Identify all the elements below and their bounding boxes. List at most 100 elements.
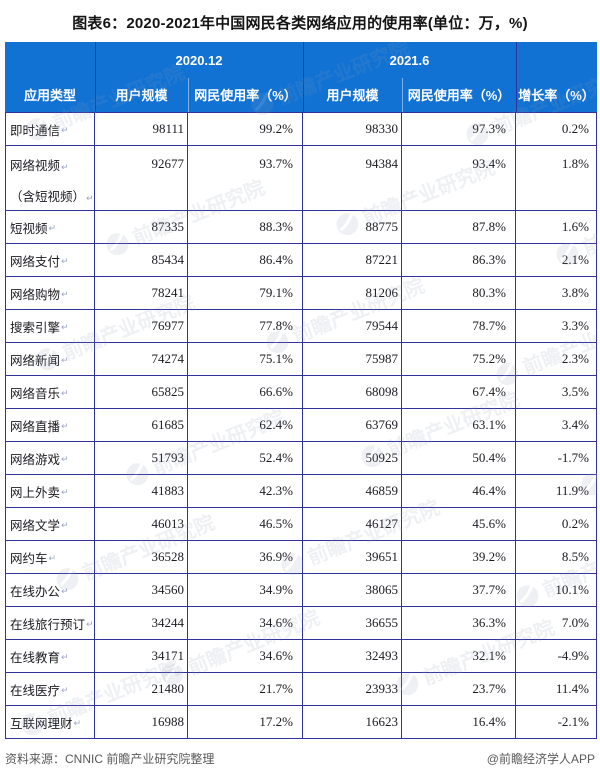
usage-rate-2021-cell: 39.2%	[402, 541, 516, 573]
paragraph-mark: ↵	[86, 194, 94, 204]
user-scale-2020-cell: 34560	[95, 574, 188, 606]
growth-rate-cell: 11.4%	[555, 681, 589, 696]
usage-rate-2021-cell: 36.3%	[402, 607, 516, 639]
paragraph-mark: ↵	[61, 521, 69, 531]
app-type-label: 网络文学	[10, 518, 61, 533]
user-scale-2021-cell: 75987	[303, 343, 402, 375]
user-scale-2020-cell: 85434	[95, 244, 188, 276]
user-scale-2020-cell: 51793	[95, 442, 188, 474]
growth-rate-cell: 1.8%	[561, 156, 589, 171]
table-row: 短视频 ↵ 87335 88.3% 88775 87.8% 1.6%	[6, 211, 596, 244]
paragraph-mark: ↵	[61, 422, 69, 432]
app-type-label: 网络支付	[10, 254, 61, 269]
user-scale-2020-cell: 34171	[95, 640, 188, 672]
app-type-cell: 即时通信 ↵	[6, 113, 95, 145]
usage-rate-2020-cell: 66.6%	[188, 376, 303, 408]
paragraph-mark: ↵	[61, 389, 69, 399]
usage-rate-2020-cell: 79.1%	[188, 277, 303, 309]
user-scale-2020-cell: 65825	[95, 376, 188, 408]
user-scale-2020-cell: 87335	[95, 211, 188, 243]
app-type-cell: 网络新闻 ↵	[6, 343, 95, 375]
user-scale-2021-cell: 81206	[303, 277, 402, 309]
column-header-usage-rate-2020: 网民使用率（%）	[194, 88, 297, 103]
user-scale-2021-cell: 38065	[303, 574, 402, 606]
header-divider	[95, 42, 96, 112]
table-row: 网络新闻 ↵ 74274 75.1% 75987 75.2% 2.3%	[6, 343, 596, 376]
header-top-right-empty	[516, 42, 597, 78]
usage-rate-2020-cell: 93.7%	[188, 146, 303, 210]
usage-rate-2020-cell: 88.3%	[188, 211, 303, 243]
user-scale-2020-cell: 36528	[95, 541, 188, 573]
table-row: 互联网理财 ↵ 16988 17.2% 16623 16.4% -2.1%	[6, 706, 596, 739]
user-scale-2020-cell: 16988	[95, 706, 188, 738]
growth-rate-cell: -2.1%	[557, 714, 589, 729]
usage-rate-2021-cell: 50.4%	[402, 442, 516, 474]
usage-rate-2021-cell: 16.4%	[402, 706, 516, 738]
header-subdivider	[402, 78, 403, 112]
app-type-cell: 网络文学 ↵	[6, 508, 95, 540]
app-type-cell: 在线教育 ↵	[6, 640, 95, 672]
header-subdivider	[188, 78, 189, 112]
app-type-label: 在线医疗	[10, 683, 61, 698]
column-header-user-scale-2020: 用户规模	[115, 88, 168, 103]
growth-rate-cell: 3.8%	[561, 285, 589, 300]
usage-rate-2020-cell: 75.1%	[188, 343, 303, 375]
table-row: 网上外卖 ↵ 41883 42.3% 46859 46.4% 11.9%	[6, 475, 596, 508]
paragraph-mark: ↵	[61, 323, 69, 333]
paragraph-mark: ↵	[61, 653, 69, 663]
table-row: 即时通信 ↵ 98111 99.2% 98330 97.3% 0.2%	[6, 113, 596, 146]
growth-rate-cell: -1.7%	[557, 450, 589, 465]
app-type-cell: 在线旅行预订 ↵	[6, 607, 95, 639]
user-scale-2020-cell: 74274	[95, 343, 188, 375]
paragraph-mark: ↵	[61, 163, 69, 173]
app-type-cell: 在线医疗 ↵	[6, 673, 95, 705]
app-type-cell: 网约车 ↵	[6, 541, 95, 573]
growth-rate-cell: 0.2%	[561, 121, 589, 136]
table-row: 网络购物 ↵ 78241 79.1% 81206 80.3% 3.8%	[6, 277, 596, 310]
app-type-label: 网络音乐	[10, 386, 61, 401]
usage-rate-2020-cell: 21.7%	[188, 673, 303, 705]
app-type-label: 搜索引擎	[10, 320, 61, 335]
growth-rate-cell: 7.0%	[561, 615, 589, 630]
paragraph-mark: ↵	[48, 554, 57, 564]
app-type-label: 网络游戏	[10, 452, 61, 467]
app-type-label: 在线教育	[10, 650, 61, 665]
user-scale-2020-cell: 76977	[95, 310, 188, 342]
usage-rate-2020-cell: 46.5%	[188, 508, 303, 540]
user-scale-2021-cell: 87221	[303, 244, 402, 276]
user-scale-2021-cell: 46859	[303, 475, 402, 507]
usage-rate-2020-cell: 36.9%	[188, 541, 303, 573]
table-row: 网络支付 ↵ 85434 86.4% 87221 86.3% 2.1%	[6, 244, 596, 277]
usage-rate-2021-cell: 45.6%	[402, 508, 516, 540]
app-type-label: 网约车	[10, 551, 48, 566]
usage-rate-2020-cell: 34.6%	[188, 607, 303, 639]
app-type-cell: 网络视频 ↵ （含短视频） ↵	[6, 146, 95, 210]
usage-rate-2021-cell: 86.3%	[402, 244, 516, 276]
growth-rate-cell: 3.5%	[561, 384, 589, 399]
usage-rate-2020-cell: 42.3%	[188, 475, 303, 507]
user-scale-2020-cell: 78241	[95, 277, 188, 309]
app-type-cell: 短视频 ↵	[6, 211, 95, 243]
app-type-cell: 网络直播 ↵	[6, 409, 95, 441]
paragraph-mark: ↵	[86, 620, 94, 630]
table-header: 2020.12 2021.6 应用类型 用户规模 网民使用率（%） 用户规模 网…	[5, 42, 597, 112]
table-row: 搜索引擎 ↵ 76977 77.8% 79544 78.7% 3.3%	[6, 310, 596, 343]
usage-rate-2020-cell: 52.4%	[188, 442, 303, 474]
user-scale-2021-cell: 39651	[303, 541, 402, 573]
paragraph-mark: ↵	[61, 126, 69, 136]
column-header-user-scale-2021: 用户规模	[326, 88, 379, 103]
column-group-2021: 2021.6	[389, 52, 430, 68]
user-scale-2021-cell: 50925	[303, 442, 402, 474]
user-scale-2020-cell: 61685	[95, 409, 188, 441]
table-row: 在线办公 ↵ 34560 34.9% 38065 37.7% 10.1%	[6, 574, 596, 607]
app-type-label: 在线办公	[10, 584, 61, 599]
app-type-label: 网络购物	[10, 287, 61, 302]
table-row: 网络视频 ↵ （含短视频） ↵ 92677 93.7% 94384 93.4% 1.8%	[6, 146, 596, 211]
user-scale-2021-cell: 36655	[303, 607, 402, 639]
table-row: 在线医疗 ↵ 21480 21.7% 23933 23.7% 11.4%	[6, 673, 596, 706]
app-type-label: 网络直播	[10, 419, 61, 434]
column-header-growth-rate: 增长率（%）	[518, 88, 595, 103]
paragraph-mark: ↵	[61, 488, 69, 498]
app-type-cell: 搜索引擎 ↵	[6, 310, 95, 342]
growth-rate-cell: 0.2%	[561, 516, 589, 531]
